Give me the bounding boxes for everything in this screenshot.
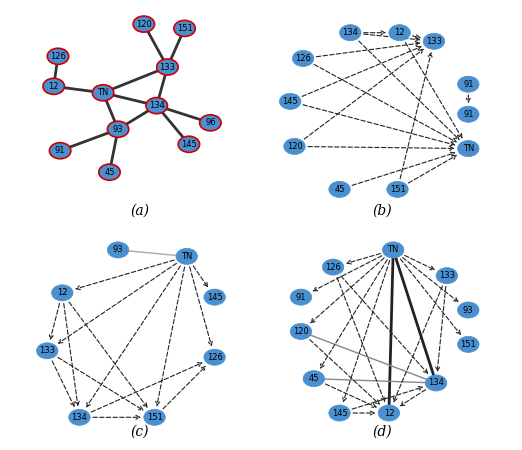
Text: (a): (a) <box>130 203 149 217</box>
Text: 134: 134 <box>428 378 444 387</box>
Text: 45: 45 <box>104 168 115 177</box>
Ellipse shape <box>284 139 305 154</box>
Ellipse shape <box>178 136 199 152</box>
Ellipse shape <box>292 50 314 67</box>
Text: (c): (c) <box>130 425 149 439</box>
Ellipse shape <box>425 375 447 391</box>
Text: 91: 91 <box>295 292 306 302</box>
Ellipse shape <box>339 25 361 41</box>
Text: 133: 133 <box>439 271 455 280</box>
Ellipse shape <box>323 259 344 275</box>
Ellipse shape <box>133 16 155 32</box>
Ellipse shape <box>423 33 445 50</box>
Text: (d): (d) <box>373 425 393 439</box>
Ellipse shape <box>458 106 479 122</box>
Ellipse shape <box>50 143 71 159</box>
Ellipse shape <box>303 371 325 387</box>
Ellipse shape <box>458 76 479 92</box>
Ellipse shape <box>37 343 58 359</box>
Text: 91: 91 <box>463 80 473 89</box>
Ellipse shape <box>290 289 312 305</box>
Text: 134: 134 <box>149 101 164 110</box>
Ellipse shape <box>69 409 90 425</box>
Text: 12: 12 <box>384 409 394 418</box>
Ellipse shape <box>108 121 129 137</box>
Ellipse shape <box>144 409 165 425</box>
Text: 145: 145 <box>181 140 197 149</box>
Ellipse shape <box>389 25 410 41</box>
Text: 134: 134 <box>342 28 358 37</box>
Text: 45: 45 <box>309 374 319 383</box>
Ellipse shape <box>279 93 301 109</box>
Ellipse shape <box>329 405 350 421</box>
Text: 126: 126 <box>207 353 222 362</box>
Ellipse shape <box>329 181 350 198</box>
Text: TN: TN <box>462 144 474 153</box>
Text: 91: 91 <box>55 146 65 155</box>
Text: 145: 145 <box>282 97 298 106</box>
Text: 93: 93 <box>113 125 123 134</box>
Ellipse shape <box>43 78 64 94</box>
Text: 133: 133 <box>426 37 442 46</box>
Ellipse shape <box>92 85 114 101</box>
Ellipse shape <box>157 59 178 75</box>
Text: 93: 93 <box>113 245 123 254</box>
Text: 151: 151 <box>147 413 162 422</box>
Ellipse shape <box>99 164 120 180</box>
Ellipse shape <box>458 302 479 318</box>
Ellipse shape <box>174 20 195 36</box>
Text: 126: 126 <box>295 54 311 63</box>
Ellipse shape <box>458 336 479 352</box>
Text: 133: 133 <box>159 63 175 72</box>
Text: TN: TN <box>98 88 109 97</box>
Ellipse shape <box>458 140 479 157</box>
Text: 96: 96 <box>205 118 216 127</box>
Text: 93: 93 <box>463 306 473 315</box>
Ellipse shape <box>387 181 408 198</box>
Text: (b): (b) <box>373 203 393 217</box>
Text: 126: 126 <box>50 52 66 61</box>
Text: 12: 12 <box>57 288 67 297</box>
Text: 145: 145 <box>207 292 222 302</box>
Ellipse shape <box>204 289 226 305</box>
Text: 120: 120 <box>287 142 302 151</box>
Text: TN: TN <box>181 252 193 261</box>
Ellipse shape <box>199 115 221 131</box>
Ellipse shape <box>146 98 168 114</box>
Text: 12: 12 <box>49 82 59 91</box>
Text: 45: 45 <box>334 185 345 194</box>
Text: TN: TN <box>387 245 399 254</box>
Text: 126: 126 <box>325 263 341 272</box>
Text: 151: 151 <box>389 185 406 194</box>
Text: 120: 120 <box>136 20 152 29</box>
Ellipse shape <box>383 242 404 258</box>
Text: 134: 134 <box>72 413 87 422</box>
Ellipse shape <box>378 405 400 421</box>
Text: 91: 91 <box>463 110 473 119</box>
Ellipse shape <box>436 268 458 284</box>
Text: 151: 151 <box>177 24 193 33</box>
Ellipse shape <box>176 248 197 265</box>
Ellipse shape <box>48 48 69 64</box>
Text: 133: 133 <box>39 346 55 356</box>
Ellipse shape <box>290 324 312 339</box>
Text: 12: 12 <box>395 28 405 37</box>
Ellipse shape <box>108 242 129 258</box>
Ellipse shape <box>204 349 226 365</box>
Ellipse shape <box>52 285 73 301</box>
Text: 145: 145 <box>331 409 348 418</box>
Text: 151: 151 <box>460 340 476 349</box>
Text: 120: 120 <box>293 327 309 336</box>
